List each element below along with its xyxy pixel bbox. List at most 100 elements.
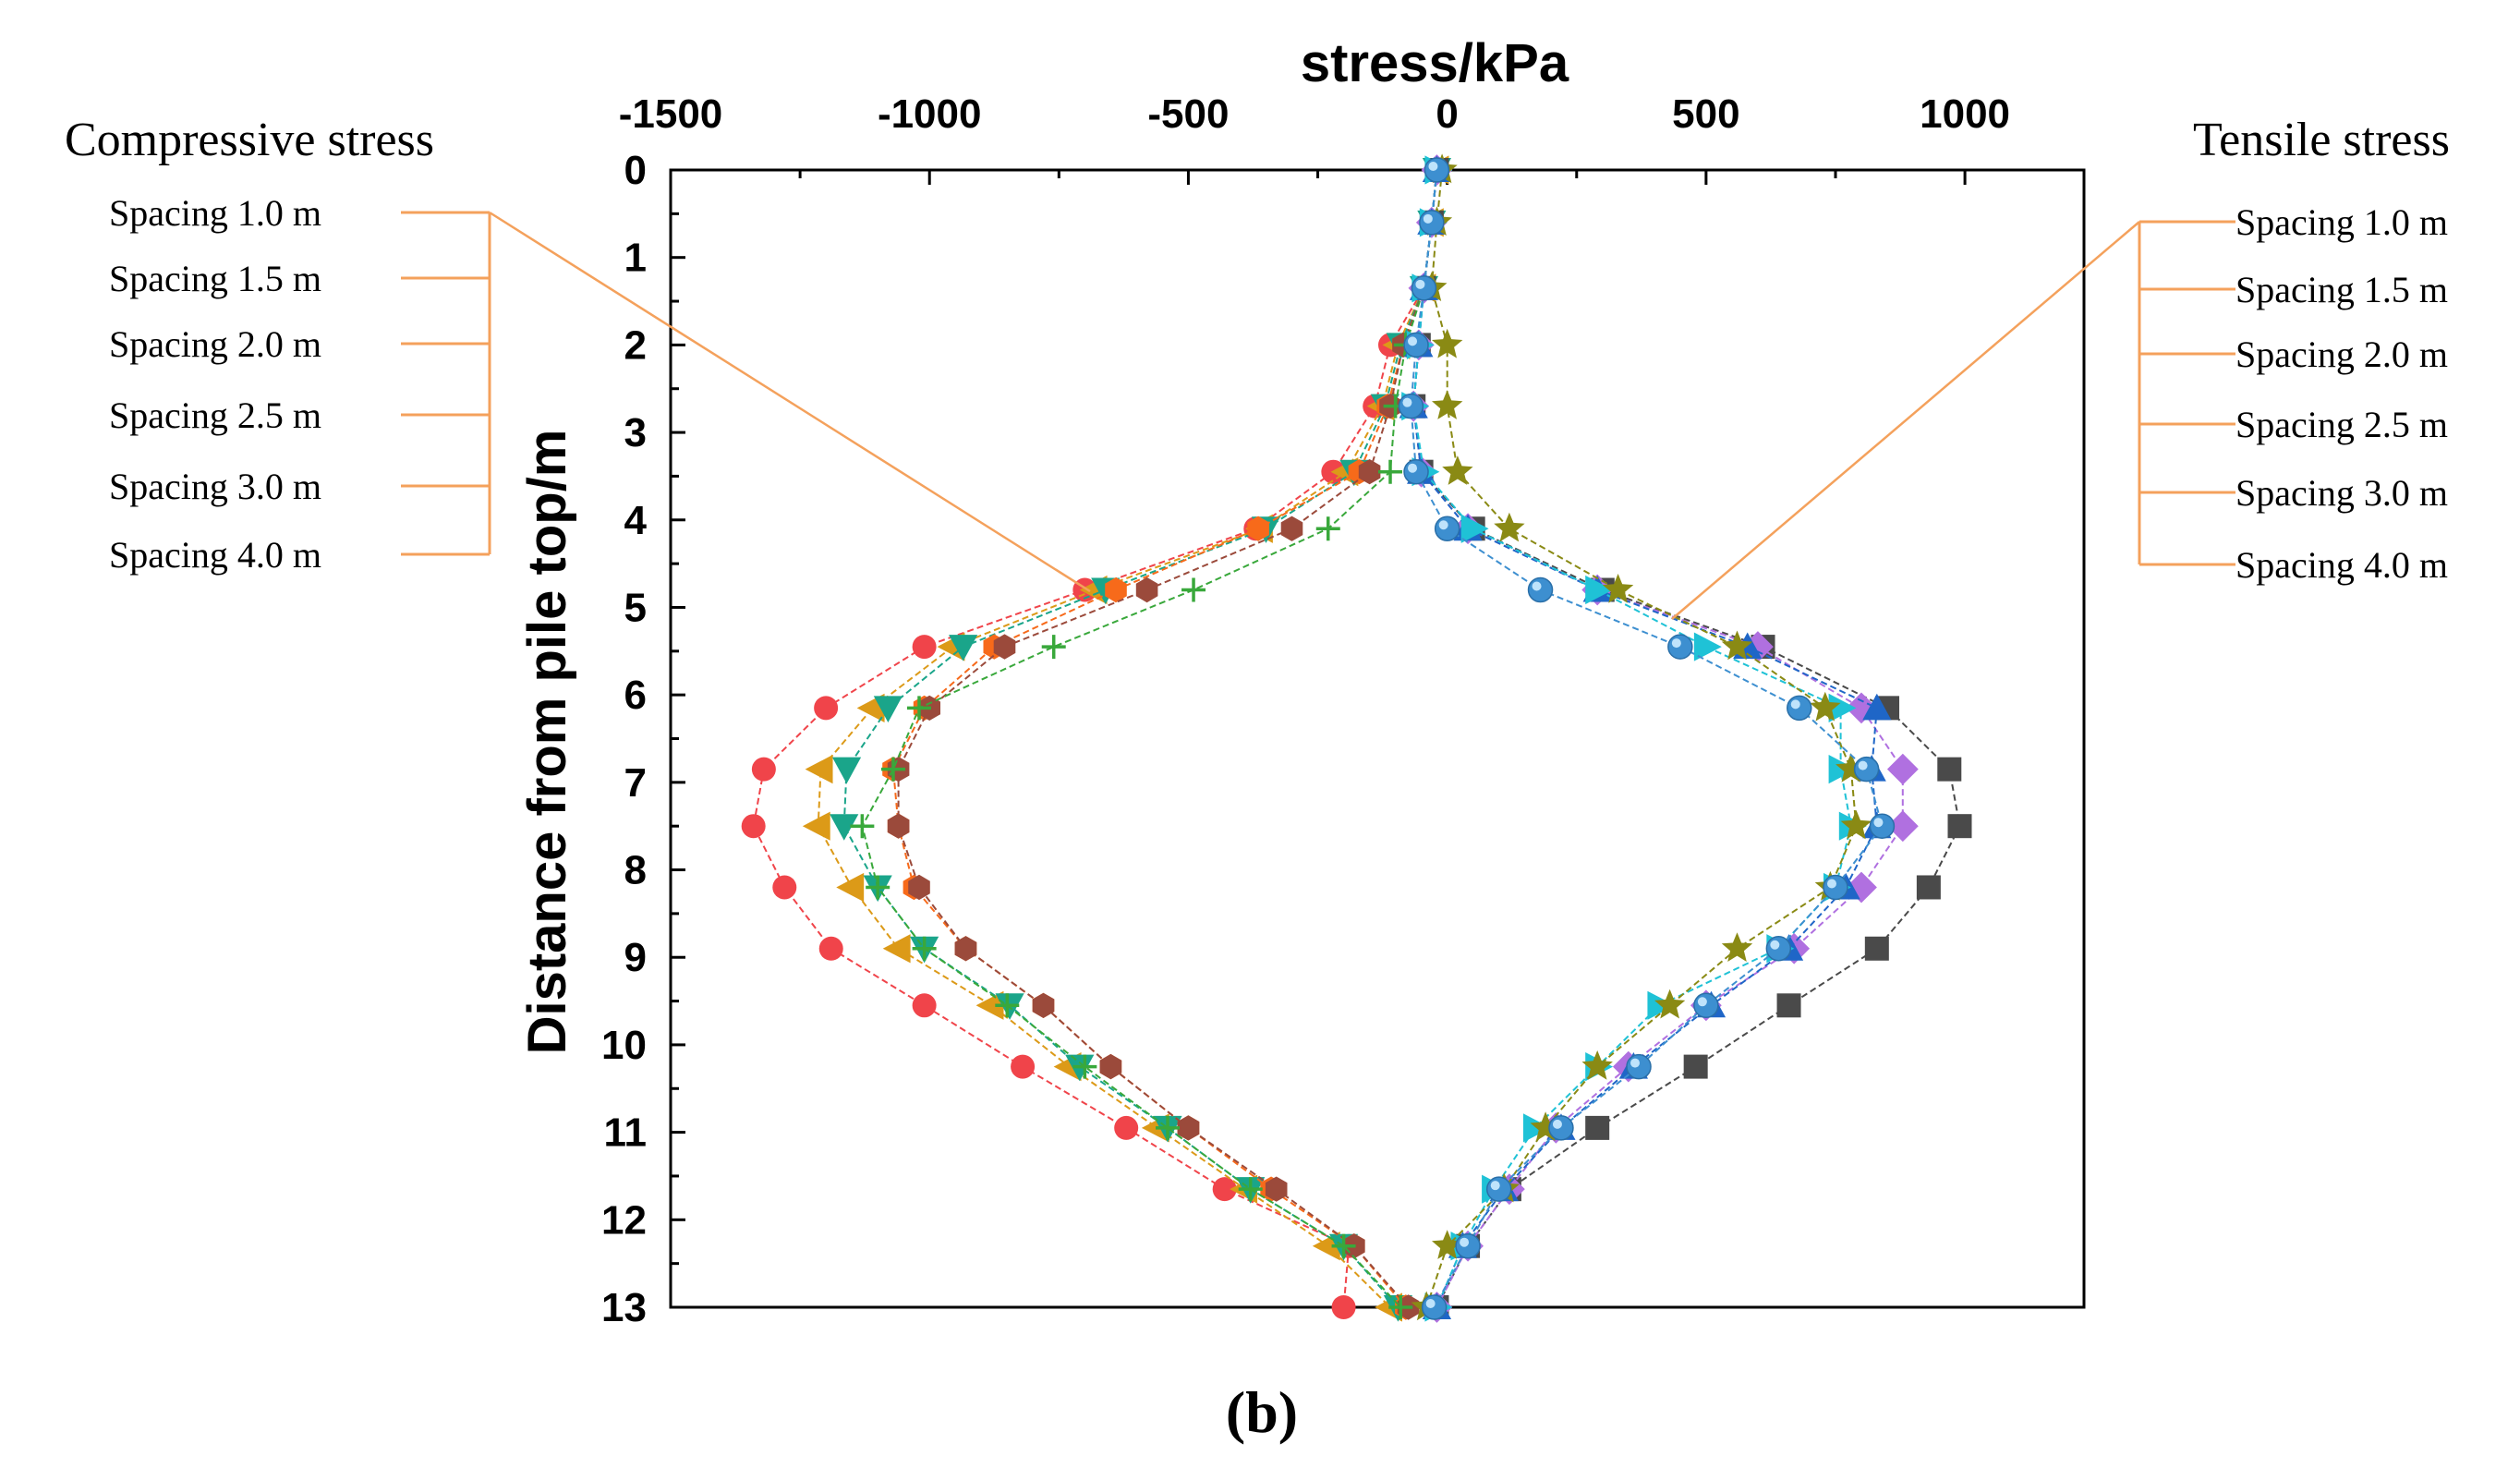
data-point bbox=[1455, 1232, 1481, 1259]
data-point bbox=[1828, 693, 1857, 722]
data-point bbox=[880, 757, 905, 782]
data-point bbox=[1432, 1230, 1463, 1259]
data-point bbox=[887, 813, 910, 839]
x-axis: -1500 -1000 -500 0 500 1000 bbox=[619, 91, 2010, 185]
data-point bbox=[1388, 1295, 1413, 1319]
series-tensile-spacing-3-0-m bbox=[1411, 153, 1872, 1321]
series-line bbox=[1412, 169, 1852, 1308]
data-point bbox=[836, 872, 865, 903]
tensile-legend-item: Spacing 4.0 m bbox=[2235, 544, 2448, 586]
panel-label: (b) bbox=[1226, 1379, 1298, 1445]
data-point bbox=[1853, 756, 1880, 783]
data-point bbox=[1667, 634, 1693, 660]
series-tensile-spacing-2-5-m bbox=[1401, 155, 1867, 1322]
data-point bbox=[975, 990, 1004, 1020]
data-point bbox=[912, 936, 937, 961]
data-point bbox=[1403, 332, 1429, 358]
data-point bbox=[814, 696, 839, 721]
marker-highlight bbox=[1630, 1058, 1641, 1068]
data-point bbox=[1787, 695, 1812, 722]
y-tick-label: 5 bbox=[624, 585, 647, 630]
data-point bbox=[995, 993, 1020, 1018]
data-point bbox=[1765, 936, 1792, 962]
data-point bbox=[1835, 753, 1867, 783]
data-point bbox=[1585, 575, 1614, 605]
data-point bbox=[1419, 210, 1445, 236]
y-tick-label: 0 bbox=[624, 148, 647, 193]
data-point bbox=[1823, 874, 1848, 901]
series-compressive-spacing-3-0-m bbox=[887, 157, 1448, 1320]
data-point bbox=[1411, 275, 1437, 301]
series-tensile-spacing-2-0-m bbox=[1399, 155, 1892, 1319]
data-point bbox=[949, 635, 978, 661]
data-point bbox=[1105, 576, 1127, 603]
data-point bbox=[912, 635, 937, 660]
tensile-legend-item: Spacing 2.0 m bbox=[2235, 334, 2448, 375]
tensile-legend-title: Tensile stress bbox=[2193, 114, 2450, 166]
series-line bbox=[891, 169, 1438, 1308]
data-point bbox=[1247, 516, 1269, 541]
tensile-callout-line bbox=[1671, 221, 2140, 620]
data-point bbox=[1177, 1115, 1200, 1141]
data-point bbox=[1916, 875, 1941, 900]
compressive-legend-item: Spacing 4.0 m bbox=[109, 534, 321, 576]
series-line bbox=[1412, 169, 1961, 1308]
plot-frame bbox=[669, 168, 2086, 1309]
data-point bbox=[1693, 992, 1719, 1019]
marker-highlight bbox=[1873, 818, 1884, 828]
legend-tensile: Spacing 1.0 m Spacing 1.5 m Spacing 2.0 m S… bbox=[2138, 201, 2448, 586]
x-axis-title: stress/kPa bbox=[1301, 33, 1569, 93]
data-point bbox=[772, 875, 797, 900]
y-tick-label: 3 bbox=[624, 410, 647, 455]
y-tick-label: 1 bbox=[624, 236, 647, 281]
x-tick-label: -1000 bbox=[878, 91, 982, 137]
data-point bbox=[882, 934, 911, 964]
data-point bbox=[1212, 1177, 1237, 1202]
data-point bbox=[850, 814, 875, 839]
data-point bbox=[1238, 1177, 1263, 1202]
series-tensile-spacing-1-0-m bbox=[1401, 158, 1972, 1319]
data-point bbox=[1869, 813, 1896, 839]
data-point bbox=[1432, 328, 1463, 358]
marker-highlight bbox=[1402, 397, 1412, 407]
marker-highlight bbox=[1415, 279, 1425, 289]
data-point bbox=[993, 634, 1016, 660]
x-tick-label: -500 bbox=[1147, 91, 1229, 137]
plot-area-border bbox=[669, 168, 2086, 1309]
y-tick-label: 8 bbox=[624, 848, 647, 893]
data-point bbox=[1315, 516, 1340, 541]
data-point bbox=[1840, 809, 1872, 840]
x-tick-label: 1000 bbox=[1920, 91, 2010, 137]
marker-highlight bbox=[1460, 1237, 1470, 1247]
data-point bbox=[1442, 455, 1473, 485]
y-tick-label: 13 bbox=[601, 1285, 647, 1330]
series-compressive-spacing-1-0-m bbox=[741, 158, 1449, 1319]
legend-callouts bbox=[489, 211, 2140, 620]
marker-highlight bbox=[1770, 940, 1780, 950]
data-point bbox=[1886, 810, 1919, 843]
data-point bbox=[1280, 516, 1303, 541]
marker-highlight bbox=[1826, 879, 1836, 889]
data-point bbox=[1135, 576, 1158, 603]
data-point bbox=[751, 757, 776, 782]
data-point bbox=[1099, 1053, 1122, 1080]
marker-highlight bbox=[1438, 520, 1448, 530]
data-point bbox=[1424, 157, 1450, 183]
data-point bbox=[1485, 1176, 1512, 1202]
series-compressive-spacing-1-5-m bbox=[802, 155, 1449, 1322]
series-compressive-spacing-2-0-m bbox=[830, 158, 1452, 1322]
data-point bbox=[1810, 691, 1841, 722]
y-tick-label: 7 bbox=[624, 760, 647, 806]
y-tick-label: 9 bbox=[624, 935, 647, 980]
compressive-legend-item: Spacing 2.0 m bbox=[109, 323, 321, 365]
y-tick-label: 6 bbox=[624, 673, 647, 718]
data-point bbox=[1721, 630, 1753, 661]
compressive-legend-item: Spacing 2.5 m bbox=[109, 394, 321, 436]
data-point bbox=[1494, 512, 1525, 542]
data-point bbox=[1460, 514, 1489, 543]
series-line bbox=[842, 169, 1438, 1308]
data-point bbox=[1886, 753, 1919, 785]
series-line bbox=[897, 169, 1438, 1308]
